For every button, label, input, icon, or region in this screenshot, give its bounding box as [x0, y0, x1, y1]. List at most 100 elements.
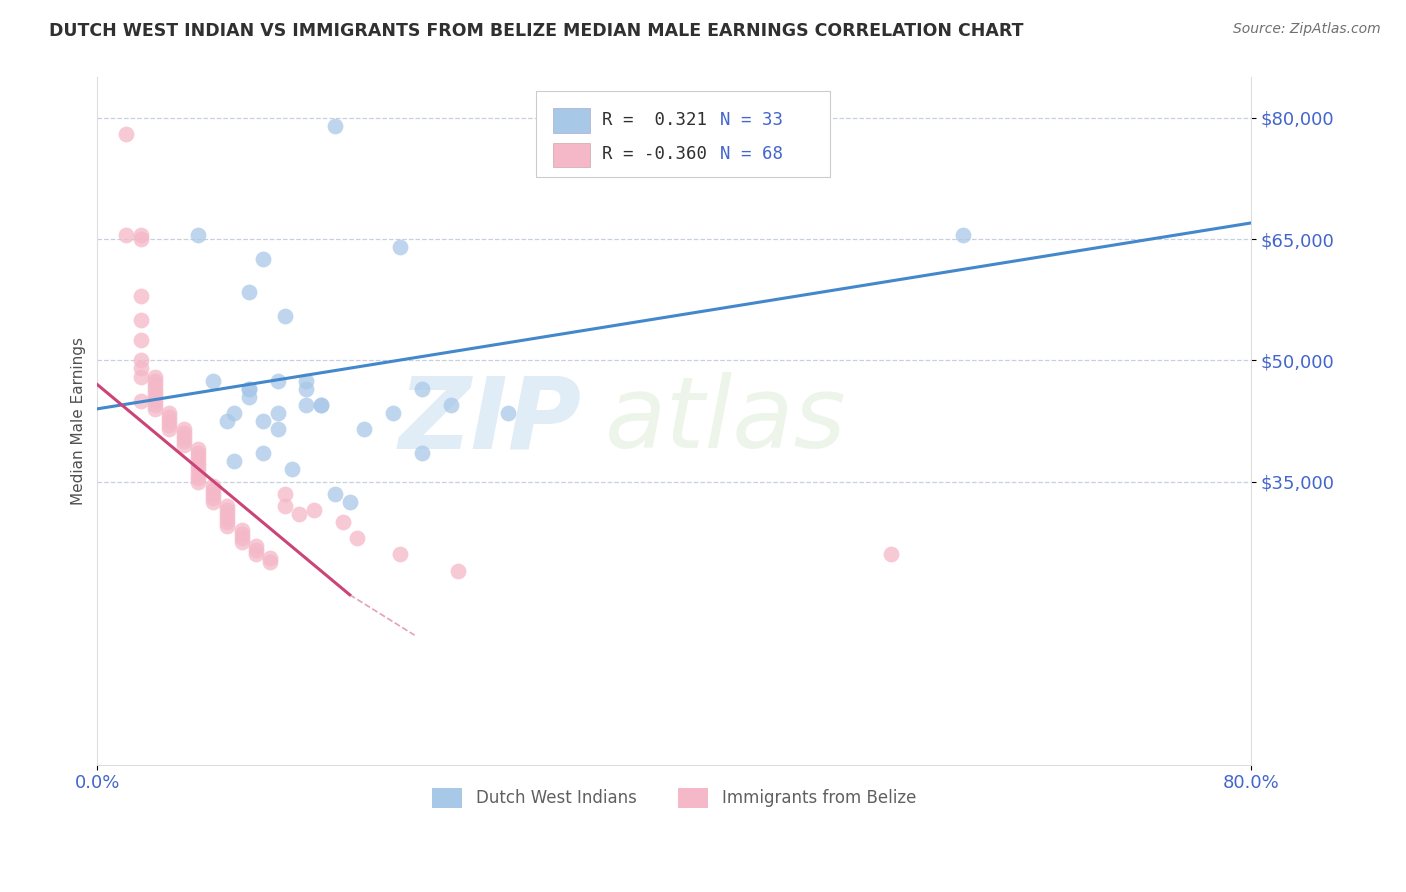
Point [201, 483, 224, 497]
Point [143, 390, 166, 404]
Point [389, 547, 412, 561]
Point [217, 499, 239, 513]
Point [259, 556, 281, 570]
Point [339, 495, 361, 509]
Point [187, 228, 209, 243]
Point [143, 377, 166, 392]
Point [173, 430, 195, 444]
Point [879, 547, 901, 561]
Point [252, 414, 274, 428]
Point [129, 228, 152, 243]
Point [143, 393, 166, 408]
Point [173, 438, 195, 452]
Point [447, 564, 470, 578]
Point [252, 252, 274, 267]
Point [323, 119, 346, 133]
FancyBboxPatch shape [553, 108, 591, 133]
Point [173, 422, 195, 436]
Point [281, 462, 304, 476]
Point [129, 288, 152, 302]
Point [143, 374, 166, 388]
Point [266, 406, 288, 420]
Point [238, 390, 260, 404]
Point [201, 495, 224, 509]
Point [187, 467, 209, 481]
Point [129, 333, 152, 347]
Point [187, 454, 209, 468]
Point [173, 434, 195, 449]
Point [129, 369, 152, 384]
Text: R =  0.321: R = 0.321 [602, 111, 706, 129]
Point [129, 353, 152, 368]
Point [129, 313, 152, 327]
Point [245, 539, 267, 553]
Point [159, 414, 181, 428]
Point [245, 543, 267, 558]
Point [201, 491, 224, 505]
Point [274, 499, 297, 513]
Point [217, 507, 239, 521]
Point [201, 374, 224, 388]
Point [295, 398, 318, 412]
Point [411, 382, 433, 396]
FancyBboxPatch shape [536, 91, 830, 178]
Point [274, 309, 297, 323]
Point [274, 487, 297, 501]
Point [129, 361, 152, 376]
Point [238, 382, 260, 396]
Point [173, 426, 195, 441]
Point [143, 382, 166, 396]
Point [231, 523, 253, 537]
Point [187, 442, 209, 457]
Text: Source: ZipAtlas.com: Source: ZipAtlas.com [1233, 22, 1381, 37]
Point [159, 422, 181, 436]
Point [238, 285, 260, 299]
Point [952, 228, 974, 243]
Point [187, 470, 209, 484]
Point [411, 446, 433, 460]
Point [498, 406, 520, 420]
Point [288, 507, 311, 521]
Point [129, 393, 152, 408]
Point [302, 503, 325, 517]
Point [309, 398, 332, 412]
Point [187, 475, 209, 489]
Y-axis label: Median Male Earnings: Median Male Earnings [72, 337, 86, 505]
Point [346, 531, 368, 545]
Point [440, 398, 463, 412]
Point [224, 454, 246, 468]
FancyBboxPatch shape [553, 143, 591, 168]
Point [266, 374, 288, 388]
Point [295, 382, 318, 396]
Text: R = -0.360: R = -0.360 [602, 145, 706, 163]
Point [201, 487, 224, 501]
Point [159, 417, 181, 432]
Point [187, 458, 209, 473]
Point [217, 519, 239, 533]
Point [159, 409, 181, 424]
Point [217, 511, 239, 525]
Point [143, 398, 166, 412]
Point [159, 406, 181, 420]
Point [129, 232, 152, 246]
Point [259, 551, 281, 566]
Text: atlas: atlas [605, 373, 846, 469]
Text: ZIP: ZIP [399, 373, 582, 469]
Point [252, 446, 274, 460]
Point [353, 422, 375, 436]
Point [224, 406, 246, 420]
Point [217, 414, 239, 428]
Point [201, 478, 224, 492]
Point [238, 382, 260, 396]
Point [143, 401, 166, 416]
Point [187, 446, 209, 460]
Point [231, 531, 253, 545]
Point [309, 398, 332, 412]
Point [217, 503, 239, 517]
Point [231, 535, 253, 549]
Text: N = 68: N = 68 [720, 145, 783, 163]
Point [187, 450, 209, 465]
Point [245, 547, 267, 561]
Point [187, 462, 209, 476]
Point [143, 369, 166, 384]
